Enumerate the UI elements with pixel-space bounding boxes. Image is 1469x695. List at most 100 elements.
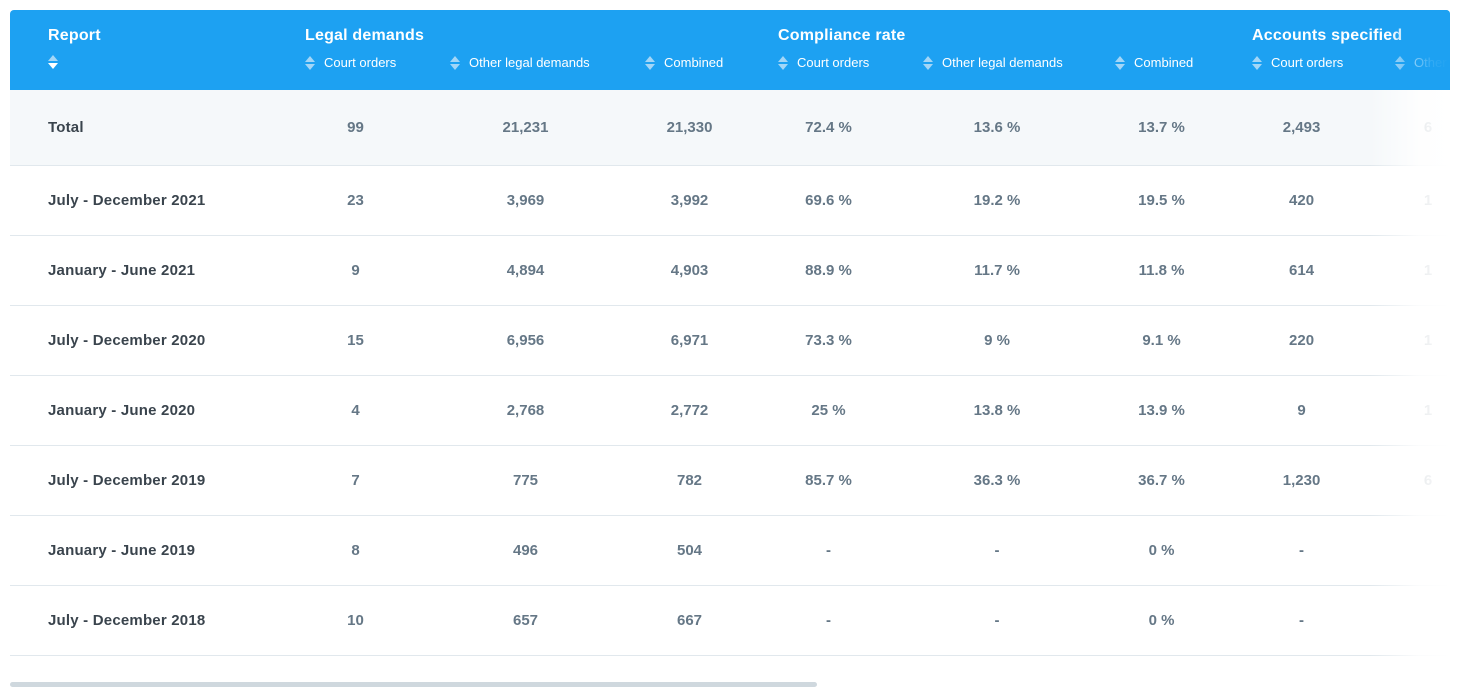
table-row: July - December 2019 7 775 782 85.7 % 36… bbox=[10, 445, 1450, 516]
cell-value: 69.6 % bbox=[768, 165, 914, 236]
cell-value: 10 bbox=[295, 585, 440, 656]
sort-icon bbox=[1252, 55, 1263, 70]
sub-header-row: Court orders Other legal demands Combine… bbox=[10, 48, 1450, 90]
cell-value: 7 bbox=[295, 445, 440, 516]
cell-value: 11.7 % bbox=[913, 235, 1106, 306]
cell-value: 6 bbox=[1385, 445, 1450, 516]
cell-value: 1 bbox=[1385, 375, 1450, 446]
cell-value: 2,772 bbox=[635, 375, 769, 446]
cell-value bbox=[1385, 585, 1450, 656]
sort-icon bbox=[305, 55, 315, 70]
column-header-compliance-court-orders[interactable]: Court orders bbox=[768, 48, 914, 90]
cell-value: 0 % bbox=[1105, 515, 1243, 586]
table-row: July - December 2020 15 6,956 6,971 73.3… bbox=[10, 305, 1450, 376]
cell-value: 88.9 % bbox=[768, 235, 914, 306]
cell-value: 504 bbox=[635, 515, 769, 586]
row-label: July - December 2021 bbox=[10, 165, 295, 236]
column-header-compliance-combined[interactable]: Combined bbox=[1105, 48, 1243, 90]
cell-value: 4,903 bbox=[635, 235, 769, 306]
cell-value: 21,231 bbox=[440, 90, 635, 166]
cell-value: 73.3 % bbox=[768, 305, 914, 376]
horizontal-scrollbar-thumb[interactable] bbox=[10, 682, 817, 687]
column-header-compliance-other[interactable]: Other legal demands bbox=[913, 48, 1106, 90]
column-header-accounts-other[interactable]: Other legal demands bbox=[1385, 48, 1450, 90]
cell-value: 13.6 % bbox=[913, 90, 1106, 166]
table-body: Total 99 21,231 21,330 72.4 % 13.6 % 13.… bbox=[10, 90, 1450, 656]
cell-value: 9 % bbox=[913, 305, 1106, 376]
sort-icon bbox=[778, 55, 789, 70]
table-row: July - December 2021 23 3,969 3,992 69.6… bbox=[10, 165, 1450, 236]
column-group-legal-demands: Legal demands bbox=[295, 10, 769, 48]
cell-value: - bbox=[913, 585, 1106, 656]
cell-value: 775 bbox=[440, 445, 635, 516]
cell-value: 1 bbox=[1385, 165, 1450, 236]
cell-value: 6,971 bbox=[635, 305, 769, 376]
column-header-legal-demands-court-orders[interactable]: Court orders bbox=[295, 48, 440, 90]
sort-icon bbox=[1115, 55, 1126, 70]
cell-value: 19.2 % bbox=[913, 165, 1106, 236]
cell-value: 36.3 % bbox=[913, 445, 1106, 516]
cell-value: - bbox=[768, 515, 914, 586]
table-row: January - June 2019 8 496 504 - - 0 % - bbox=[10, 515, 1450, 586]
cell-value: 8 bbox=[295, 515, 440, 586]
cell-value: - bbox=[1242, 515, 1386, 586]
table-header: Report Legal demands Compliance rate Acc… bbox=[10, 10, 1450, 90]
cell-value: 6 bbox=[1385, 90, 1450, 166]
cell-value: 21,330 bbox=[635, 90, 769, 166]
cell-value: 9 bbox=[1242, 375, 1386, 446]
cell-value: 13.7 % bbox=[1105, 90, 1243, 166]
cell-value: 11.8 % bbox=[1105, 235, 1243, 306]
row-label: Total bbox=[10, 90, 295, 166]
row-label: January - June 2020 bbox=[10, 375, 295, 446]
sort-icon bbox=[450, 55, 460, 70]
cell-value: 13.9 % bbox=[1105, 375, 1243, 446]
cell-value: - bbox=[1242, 585, 1386, 656]
group-header-row: Report Legal demands Compliance rate Acc… bbox=[10, 10, 1450, 48]
cell-value: 19.5 % bbox=[1105, 165, 1243, 236]
column-header-label: Other legal demands bbox=[1414, 55, 1450, 70]
column-header-label: Court orders bbox=[797, 55, 870, 70]
sort-icon bbox=[48, 55, 58, 69]
cell-value: 4,894 bbox=[440, 235, 635, 306]
cell-value: 25 % bbox=[768, 375, 914, 446]
cell-value bbox=[1385, 515, 1450, 586]
column-header-legal-demands-other[interactable]: Other legal demands bbox=[440, 48, 635, 90]
table-row: January - June 2020 4 2,768 2,772 25 % 1… bbox=[10, 375, 1450, 446]
cell-value: 2,493 bbox=[1242, 90, 1386, 166]
row-label: July - December 2018 bbox=[10, 585, 295, 656]
column-header-label: Combined bbox=[664, 55, 724, 70]
column-header-report-sort[interactable] bbox=[10, 48, 295, 90]
cell-value: 2,768 bbox=[440, 375, 635, 446]
column-group-accounts-specified: Accounts specified bbox=[1242, 10, 1450, 48]
legal-demands-table: Report Legal demands Compliance rate Acc… bbox=[10, 10, 1450, 656]
cell-value: 72.4 % bbox=[768, 90, 914, 166]
table-row-total: Total 99 21,231 21,330 72.4 % 13.6 % 13.… bbox=[10, 90, 1450, 166]
column-header-legal-demands-combined[interactable]: Combined bbox=[635, 48, 769, 90]
column-header-label: Other legal demands bbox=[942, 55, 1063, 70]
cell-value: 667 bbox=[635, 585, 769, 656]
cell-value: 4 bbox=[295, 375, 440, 446]
table-row: January - June 2021 9 4,894 4,903 88.9 %… bbox=[10, 235, 1450, 306]
column-header-accounts-court-orders[interactable]: Court orders bbox=[1242, 48, 1386, 90]
column-header-label: Combined bbox=[1134, 55, 1194, 70]
table-row: July - December 2018 10 657 667 - - 0 % … bbox=[10, 585, 1450, 656]
cell-value: 13.8 % bbox=[913, 375, 1106, 446]
sort-icon bbox=[1395, 55, 1406, 70]
column-header-label: Court orders bbox=[1271, 55, 1344, 70]
row-label: January - June 2021 bbox=[10, 235, 295, 306]
row-label: July - December 2019 bbox=[10, 445, 295, 516]
cell-value: 1 bbox=[1385, 305, 1450, 376]
column-header-report[interactable]: Report bbox=[10, 10, 295, 48]
cell-value: 782 bbox=[635, 445, 769, 516]
cell-value: - bbox=[913, 515, 1106, 586]
cell-value: 36.7 % bbox=[1105, 445, 1243, 516]
sort-icon bbox=[923, 55, 934, 70]
row-label: July - December 2020 bbox=[10, 305, 295, 376]
cell-value: 85.7 % bbox=[768, 445, 914, 516]
cell-value: 6,956 bbox=[440, 305, 635, 376]
cell-value: 9.1 % bbox=[1105, 305, 1243, 376]
cell-value: 3,969 bbox=[440, 165, 635, 236]
cell-value: 220 bbox=[1242, 305, 1386, 376]
cell-value: 420 bbox=[1242, 165, 1386, 236]
